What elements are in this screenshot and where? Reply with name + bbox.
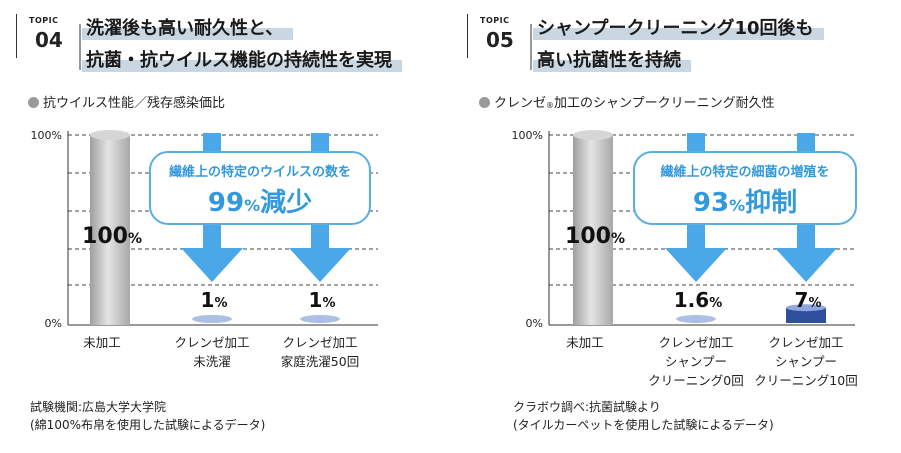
category-label: クレンゼ加工 — [282, 335, 357, 350]
panel-topic-04: TOPIC 04 洗濯後も高い耐久性と、 抗菌・抗ウイルス機能の持続性を実現 抗… — [0, 0, 450, 453]
value-label: 7% — [795, 288, 822, 312]
category-label: クレンゼ加工 — [658, 335, 733, 350]
heading-line-2: 抗菌・抗ウイルス機能の持続性を実現 — [82, 48, 402, 74]
test-note-line-1: 試験機関:広島大学大学院 — [30, 400, 167, 414]
callout-number: 93 — [693, 188, 729, 218]
chart-subtitle-pre: クレンゼ — [494, 96, 547, 111]
callout-value: 93%抑制 — [693, 188, 797, 218]
heading-line-2: 高い抗菌性を持続 — [533, 48, 691, 74]
topic-number: 05 — [486, 28, 514, 52]
value-label: 1.6% — [674, 288, 722, 312]
category-label: クリーニング0回 — [648, 373, 743, 388]
topic-word: TOPIC — [29, 16, 59, 25]
test-note: 試験機関:広島大学大学院 (綿100%布帛を使用した試験によるデータ) — [30, 398, 265, 434]
value-number: 1 — [201, 288, 215, 312]
topic-divider — [530, 24, 532, 70]
registered-mark: ® — [546, 101, 555, 110]
value-number: 1.6 — [674, 288, 709, 312]
value-number: 100 — [565, 224, 611, 249]
callout-unit: % — [729, 196, 745, 215]
callout-number: 99 — [208, 188, 244, 218]
category-label: 未洗濯 — [193, 354, 231, 369]
topic-number: 04 — [35, 28, 63, 52]
callout-text: 繊維上の特定の細菌の増殖を — [660, 164, 829, 180]
bar-treated-top — [786, 304, 826, 312]
callout-value: 99%減少 — [208, 188, 312, 218]
bullet-dot-icon — [28, 97, 39, 108]
test-note-line-1: クラボウ調べ:抗菌試験より — [513, 400, 661, 414]
topic-badge: TOPIC 04 — [16, 14, 81, 70]
category-label: シャンプー — [665, 354, 727, 369]
y-tick-label-max: 100% — [512, 129, 543, 142]
value-unit: % — [128, 231, 142, 247]
category-label: シャンプー — [775, 354, 837, 369]
bar-untreated-top — [90, 130, 130, 140]
value-unit: % — [808, 296, 821, 311]
topic-divider — [79, 24, 81, 70]
chart-subtitle-post: 加工のシャンプークリーニング耐久性 — [554, 96, 775, 111]
value-unit: % — [611, 231, 625, 247]
bar-untreated-top — [573, 130, 613, 140]
test-note-line-2: (タイルカーペットを使用した試験によるデータ) — [513, 418, 774, 432]
test-note-line-2: (綿100%布帛を使用した試験によるデータ) — [30, 418, 266, 432]
chart-subtitle: 抗ウイルス性能／残存感染価比 — [28, 92, 225, 111]
category-label: クレンゼ加工 — [768, 335, 843, 350]
callout-box — [149, 151, 371, 225]
category-label: クレンゼ加工 — [174, 335, 249, 350]
bar-treated — [786, 307, 826, 323]
chart-subtitle-text: 抗ウイルス性能／残存感染価比 — [43, 96, 226, 111]
bar-untreated — [90, 135, 130, 325]
panel-topic-05: TOPIC 05 シャンプークリーニング10回後も 高い抗菌性を持続 クレンゼ®… — [451, 0, 901, 453]
value-unit: % — [214, 296, 227, 311]
category-label: 家庭洗濯50回 — [281, 354, 359, 369]
bar-treated — [676, 315, 716, 323]
category-label: 未加工 — [83, 335, 121, 350]
value-number: 100 — [82, 224, 128, 249]
category-label: クリーニング10回 — [754, 373, 857, 388]
topic-badge: TOPIC 05 — [467, 14, 532, 70]
callout-box — [633, 151, 857, 225]
value-unit: % — [709, 296, 722, 311]
value-label: 100% — [565, 224, 625, 249]
callout-word: 抑制 — [745, 188, 797, 218]
bullet-dot-icon — [479, 97, 490, 108]
value-number: 1 — [309, 288, 323, 312]
topic-word: TOPIC — [480, 16, 510, 25]
category-label: 未加工 — [566, 335, 604, 350]
y-tick-label-min: 0% — [526, 317, 543, 330]
test-note: クラボウ調べ:抗菌試験より (タイルカーペットを使用した試験によるデータ) — [513, 398, 774, 434]
value-number: 7 — [795, 288, 809, 312]
chart-subtitle: クレンゼ®加工のシャンプークリーニング耐久性 — [479, 92, 775, 111]
y-tick-label-max: 100% — [31, 129, 62, 142]
callout-text: 繊維上の特定のウイルスの数を — [169, 164, 351, 180]
value-unit: % — [322, 296, 335, 311]
y-tick-label-min: 0% — [45, 317, 62, 330]
bar-treated — [192, 315, 232, 323]
heading-line-1: シャンプークリーニング10回後も — [533, 16, 824, 42]
value-label: 1% — [309, 288, 336, 312]
bar-treated — [300, 315, 340, 323]
callout-unit: % — [244, 196, 260, 215]
callout-word: 減少 — [260, 188, 312, 218]
bar-untreated — [573, 135, 613, 325]
value-label: 1% — [201, 288, 228, 312]
heading-line-1: 洗濯後も高い耐久性と、 — [82, 16, 294, 42]
value-label: 100% — [82, 224, 142, 249]
